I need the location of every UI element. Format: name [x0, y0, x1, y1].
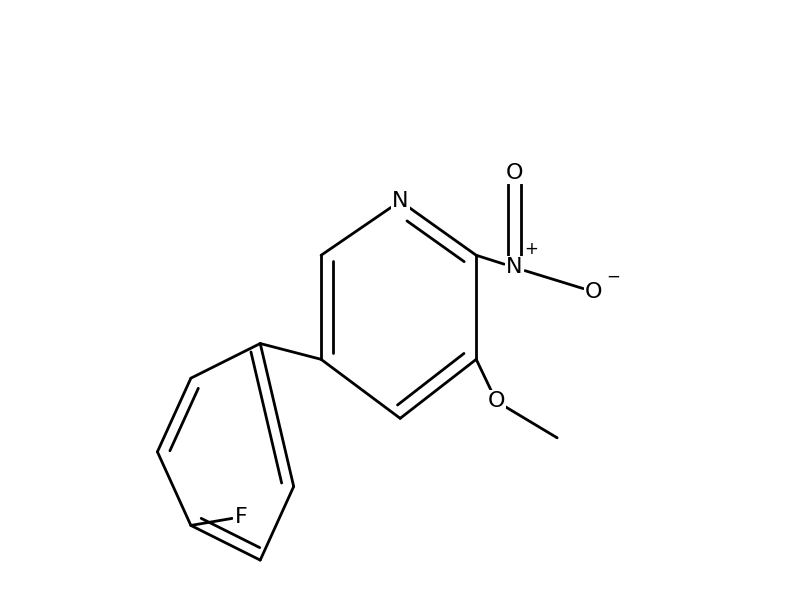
Text: O: O — [585, 282, 601, 302]
Text: O: O — [487, 391, 504, 411]
Text: F: F — [234, 507, 247, 527]
Text: N: N — [506, 257, 522, 278]
Text: −: − — [605, 268, 619, 286]
Text: +: + — [524, 240, 538, 258]
Text: N: N — [391, 191, 408, 211]
Text: O: O — [505, 163, 523, 183]
